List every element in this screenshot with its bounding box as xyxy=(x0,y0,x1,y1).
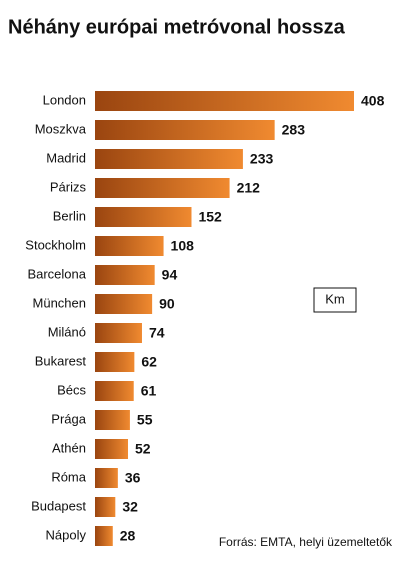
category-label: Prága xyxy=(51,411,86,426)
category-label: Barcelona xyxy=(27,266,86,281)
chart-title: Néhány európai metróvonal hossza xyxy=(8,16,346,38)
value-label: 212 xyxy=(237,180,261,196)
unit-box xyxy=(313,287,357,313)
bar xyxy=(95,294,153,314)
bar xyxy=(95,439,129,459)
value-label: 283 xyxy=(282,122,306,138)
value-label: 90 xyxy=(159,296,175,312)
value-label: 108 xyxy=(171,238,195,254)
category-label: Bécs xyxy=(57,382,86,397)
bar xyxy=(95,323,142,343)
bar xyxy=(95,352,135,372)
value-label: 52 xyxy=(135,441,151,457)
bar xyxy=(95,497,116,517)
bar xyxy=(95,91,354,111)
category-label: Athén xyxy=(52,440,86,455)
category-label: Budapest xyxy=(31,498,86,513)
value-label: 61 xyxy=(141,383,157,399)
bar xyxy=(95,120,275,140)
bar xyxy=(95,265,155,285)
category-label: Róma xyxy=(51,469,86,484)
value-label: 36 xyxy=(125,470,141,486)
bar xyxy=(95,207,192,227)
value-label: 28 xyxy=(120,528,136,544)
category-label: Párizs xyxy=(50,179,87,194)
bar xyxy=(95,236,164,256)
value-label: 408 xyxy=(361,93,385,109)
category-label: München xyxy=(33,295,86,310)
value-label: 152 xyxy=(198,209,222,225)
bar xyxy=(95,178,230,198)
bar xyxy=(95,526,113,546)
category-label: Stockholm xyxy=(25,237,86,252)
value-label: 94 xyxy=(162,267,178,283)
category-label: London xyxy=(43,92,86,107)
bar xyxy=(95,468,118,488)
value-label: 32 xyxy=(122,499,138,515)
bar xyxy=(95,381,134,401)
value-label: 62 xyxy=(141,354,157,370)
bar xyxy=(95,410,130,430)
value-label: 233 xyxy=(250,151,274,167)
source-note: Forrás: EMTA, helyi üzemeltetők xyxy=(219,535,393,549)
category-label: Milánó xyxy=(48,324,86,339)
category-label: Moszkva xyxy=(35,121,87,136)
value-label: 55 xyxy=(137,412,153,428)
category-label: Nápoly xyxy=(46,527,87,542)
bar xyxy=(95,149,243,169)
value-label: 74 xyxy=(149,325,165,341)
category-label: Bukarest xyxy=(35,353,87,368)
unit-label: Km xyxy=(325,291,345,306)
category-label: Madrid xyxy=(46,150,86,165)
category-label: Berlin xyxy=(53,208,86,223)
